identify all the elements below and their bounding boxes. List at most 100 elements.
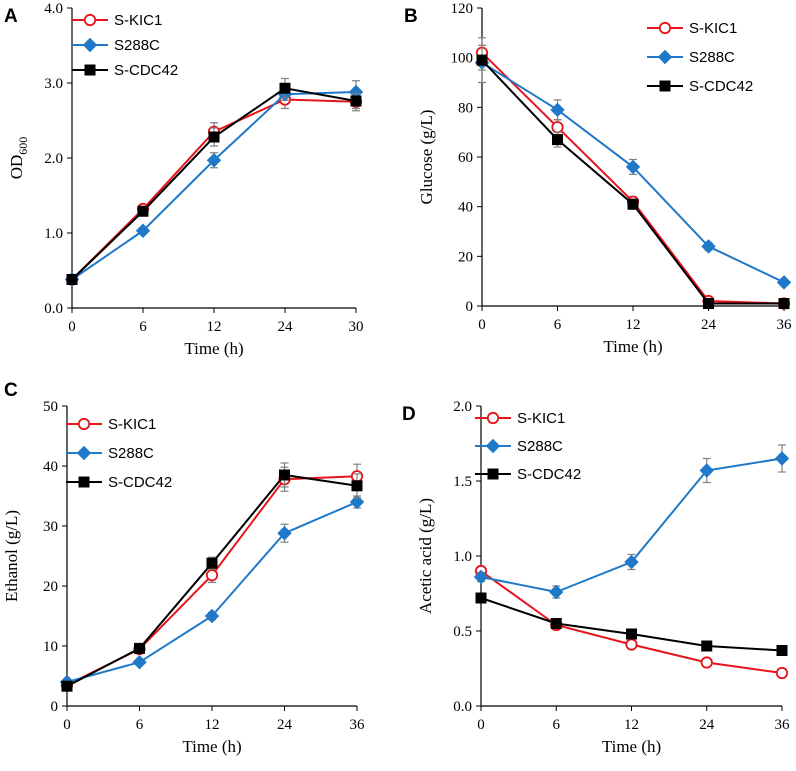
data-point-s-cdc42 (476, 54, 488, 66)
x-tick-label-b: 6 (554, 317, 562, 333)
legend-marker-s-kic1 (77, 417, 91, 431)
x-tick-label-c: 24 (277, 717, 293, 733)
data-point-s-kic1 (205, 569, 219, 582)
data-point-s288c (776, 275, 792, 290)
series-s288c-d (473, 444, 790, 600)
y-tick-label-c: 40 (43, 459, 58, 475)
legend-c: S-KIC1 S288C S-CDC42 (66, 416, 172, 491)
data-point-s-cdc42 (137, 205, 149, 217)
data-point-s-cdc42 (350, 95, 362, 107)
y-tick-label-c: 30 (43, 519, 58, 535)
x-axis-title-b: Time (h) (603, 337, 662, 356)
x-tick-label-a: 0 (68, 319, 76, 335)
data-point-s288c (206, 153, 222, 168)
data-point-s-cdc42 (66, 274, 78, 285)
legend-label-s-kic1: S-KIC1 (689, 20, 737, 37)
x-tick-label-a: 24 (278, 319, 294, 335)
y-tick-label-d: 0.0 (453, 699, 472, 715)
y-tick-label-c: 20 (43, 579, 58, 595)
series-line-s288c (71, 91, 357, 281)
data-point-s-cdc42 (550, 618, 562, 629)
data-point-s288c (699, 463, 714, 478)
legend-marker-s-cdc42 (78, 476, 90, 488)
y-tick-label-b: 40 (458, 200, 473, 216)
y-tick-label-a: 3.0 (44, 76, 63, 92)
x-tick-label-a: 12 (207, 319, 222, 335)
legend-label-s288c: S288C (689, 49, 735, 66)
legend-label-s-cdc42: S-CDC42 (689, 78, 753, 95)
y-axis-title-a: OD600 (7, 137, 30, 180)
x-axis-title-d: Time (h) (602, 737, 661, 756)
legend-marker-s-cdc42 (659, 80, 671, 92)
data-point-s-cdc42 (279, 82, 291, 94)
data-point-s-kic1 (625, 638, 638, 651)
panel-letter-b: B (404, 6, 418, 27)
data-point-s288c (277, 525, 292, 541)
series-line-s288c (66, 501, 358, 683)
legend-marker-s-cdc42 (487, 468, 499, 480)
data-point-s-cdc42 (778, 298, 790, 310)
legend-label-s-kic1: S-KIC1 (108, 416, 156, 433)
legend-label-s-cdc42: S-CDC42 (108, 474, 172, 491)
y-tick-label-c: 50 (43, 399, 58, 415)
legend-marker-s-kic1 (486, 411, 500, 425)
data-point-s-cdc42 (701, 640, 713, 652)
y-tick-label-b: 100 (451, 51, 474, 67)
chart-panel-c: C 0 10 20 30 40 50 0 6 12 24 36 Time (h) Ethanol (g/L… (2, 380, 365, 756)
y-tick-label-c: 10 (43, 639, 58, 655)
x-tick-label-d: 12 (624, 717, 639, 733)
y-tick-label-a: 0.0 (44, 301, 63, 317)
legend-label-s-cdc42: S-CDC42 (517, 466, 581, 483)
y-tick-label-a: 4.0 (44, 1, 63, 17)
x-tick-label-d: 0 (477, 717, 485, 733)
x-tick-label-b: 36 (777, 317, 793, 333)
data-point-s288c (473, 569, 489, 585)
chart-panel-d: D 0.0 0.5 1.0 1.5 2.0 0 6 12 24 36 Time (h) Acetic a… (402, 399, 790, 756)
legend-marker-s-kic1 (658, 21, 672, 35)
y-tick-label-b: 120 (451, 1, 474, 17)
data-point-s-cdc42 (776, 645, 788, 656)
data-point-s288c (204, 608, 220, 624)
x-tick-label-b: 12 (626, 317, 641, 333)
legend-a: S-KIC1 S288C S-CDC42 (72, 12, 178, 79)
y-tick-label-a: 2.0 (44, 151, 63, 167)
x-tick-label-c: 12 (205, 717, 220, 733)
legend-label-s-kic1: S-KIC1 (517, 410, 565, 427)
panel-letter-c: C (4, 380, 18, 401)
y-tick-label-d: 1.0 (453, 549, 472, 565)
data-point-s288c (349, 494, 365, 510)
data-point-s288c (624, 554, 639, 570)
data-point-s-kic1 (551, 121, 564, 134)
x-tick-label-c: 6 (136, 717, 144, 733)
legend-d: S-KIC1 S288C S-CDC42 (475, 410, 581, 483)
x-tick-label-c: 0 (63, 717, 71, 733)
panel-letter-a: A (4, 6, 18, 27)
data-point-s-cdc42 (351, 480, 363, 492)
x-tick-label-a: 6 (139, 319, 147, 335)
data-point-s-cdc42 (134, 642, 145, 654)
y-tick-label-b: 20 (458, 249, 473, 265)
legend-label-s-kic1: S-KIC1 (114, 12, 162, 29)
data-point-s288c (625, 159, 641, 175)
y-axis-title-c: Ethanol (g/L) (2, 510, 21, 602)
data-point-s-cdc42 (206, 557, 218, 569)
legend-label-s-cdc42: S-CDC42 (114, 62, 178, 79)
y-axis-title-d: Acetic acid (g/L) (416, 498, 435, 614)
x-tick-label-d: 24 (699, 717, 715, 733)
x-tick-label-d: 6 (553, 717, 561, 733)
legend-b: S-KIC1 S288C S-CDC42 (647, 20, 753, 95)
data-point-s-kic1 (700, 656, 713, 669)
data-point-s-cdc42 (475, 592, 487, 604)
data-point-s288c (774, 451, 790, 466)
x-tick-label-c: 36 (350, 717, 366, 733)
series-s288c-a (64, 80, 364, 287)
data-point-s-cdc42 (552, 134, 563, 146)
data-point-s288c (550, 102, 565, 118)
data-point-s288c (135, 223, 151, 238)
y-tick-label-d: 1.5 (453, 474, 472, 490)
legend-marker-s-cdc42 (84, 64, 96, 76)
legend-marker-s288c (76, 445, 92, 461)
x-tick-label-a: 30 (349, 319, 364, 335)
legend-marker-s288c (82, 37, 98, 53)
